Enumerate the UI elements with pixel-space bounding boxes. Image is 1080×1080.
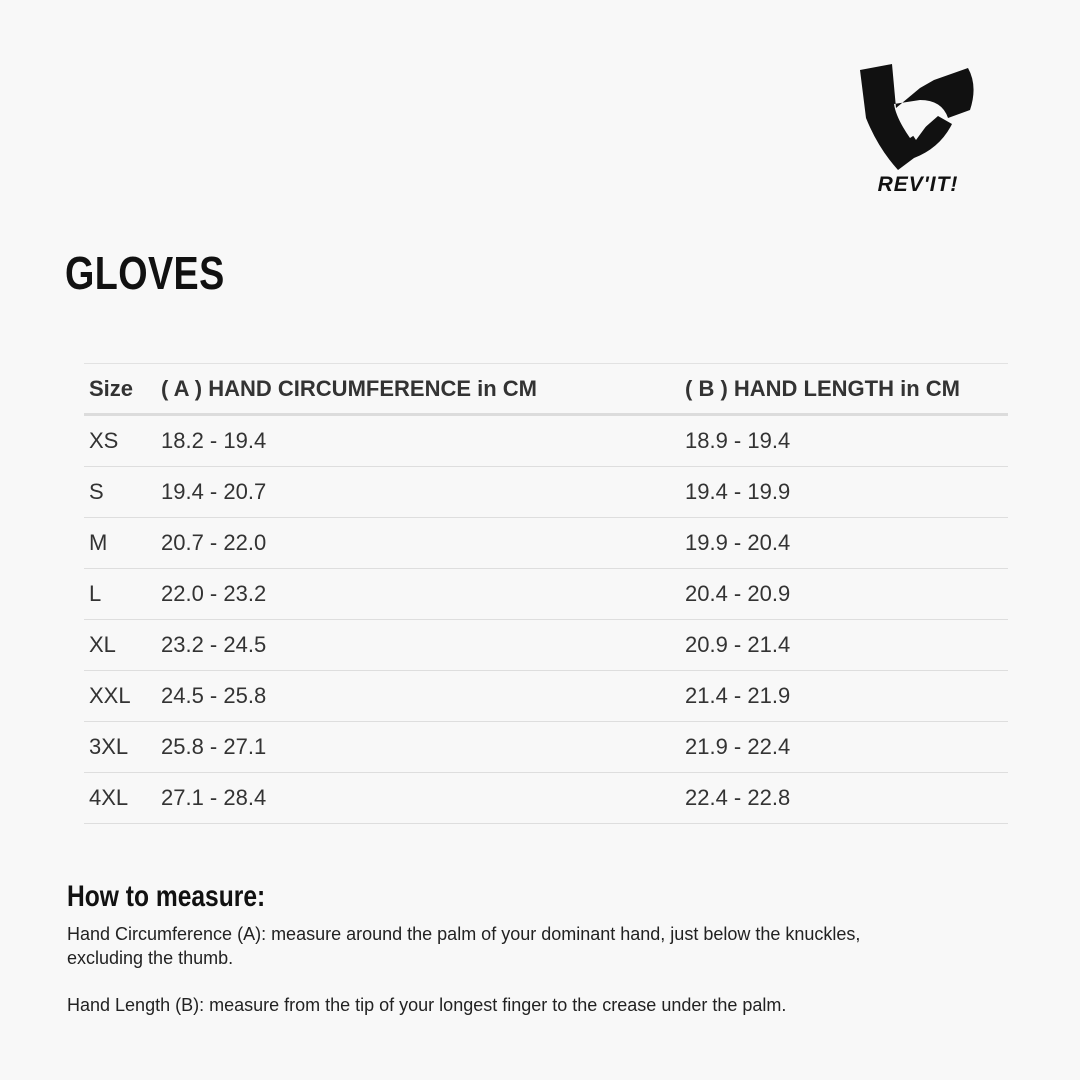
- cell-length: 19.4 - 19.9: [680, 466, 1008, 518]
- cell-circumference: 24.5 - 25.8: [156, 670, 680, 722]
- cell-size: L: [84, 568, 156, 620]
- cell-size: XS: [84, 414, 156, 467]
- header-size: Size: [84, 363, 156, 416]
- cell-circumference: 18.2 - 19.4: [156, 414, 680, 467]
- cell-length: 21.4 - 21.9: [680, 670, 1008, 722]
- circumference-line-1: Hand Circumference (A): measure around t…: [67, 924, 861, 944]
- cell-size: XL: [84, 619, 156, 671]
- cell-circumference: 22.0 - 23.2: [156, 568, 680, 620]
- cell-length: 22.4 - 22.8: [680, 772, 1008, 824]
- cell-circumference: 27.1 - 28.4: [156, 772, 680, 824]
- cell-circumference: 23.2 - 24.5: [156, 619, 680, 671]
- cell-length: 20.4 - 20.9: [680, 568, 1008, 620]
- cell-circumference: 20.7 - 22.0: [156, 517, 680, 569]
- size-table: Size ( A ) HAND CIRCUMFERENCE in CM ( B …: [84, 363, 1008, 824]
- table-row: XS 18.2 - 19.4 18.9 - 19.4: [84, 414, 1008, 467]
- logo-wordmark: REV'IT!: [878, 173, 959, 196]
- cell-size: 3XL: [84, 721, 156, 773]
- revit-logo: REV'IT!: [850, 58, 990, 198]
- table-row: S 19.4 - 20.7 19.4 - 19.9: [84, 466, 1008, 518]
- circumference-instruction: Hand Circumference (A): measure around t…: [67, 922, 927, 970]
- cell-size: XXL: [84, 670, 156, 722]
- cell-circumference: 19.4 - 20.7: [156, 466, 680, 518]
- header-circumference: ( A ) HAND CIRCUMFERENCE in CM: [156, 363, 680, 416]
- header-length: ( B ) HAND LENGTH in CM: [680, 363, 1008, 416]
- cell-size: S: [84, 466, 156, 518]
- circumference-line-2: excluding the thumb.: [67, 948, 234, 968]
- page-title: GLOVES: [65, 247, 225, 299]
- table-row: XXL 24.5 - 25.8 21.4 - 21.9: [84, 670, 1008, 722]
- cell-size: 4XL: [84, 772, 156, 824]
- table-row: 4XL 27.1 - 28.4 22.4 - 22.8: [84, 772, 1008, 824]
- table-row: 3XL 25.8 - 27.1 21.9 - 22.4: [84, 721, 1008, 773]
- cell-length: 18.9 - 19.4: [680, 414, 1008, 467]
- table-row: XL 23.2 - 24.5 20.9 - 21.4: [84, 619, 1008, 671]
- cell-length: 20.9 - 21.4: [680, 619, 1008, 671]
- cell-circumference: 25.8 - 27.1: [156, 721, 680, 773]
- cell-length: 21.9 - 22.4: [680, 721, 1008, 773]
- cell-length: 19.9 - 20.4: [680, 517, 1008, 569]
- how-to-heading: How to measure:: [67, 880, 266, 913]
- table-row: L 22.0 - 23.2 20.4 - 20.9: [84, 568, 1008, 620]
- length-instruction: Hand Length (B): measure from the tip of…: [67, 995, 787, 1015]
- table-row: M 20.7 - 22.0 19.9 - 20.4: [84, 517, 1008, 569]
- cell-size: M: [84, 517, 156, 569]
- table-header-row: Size ( A ) HAND CIRCUMFERENCE in CM ( B …: [84, 363, 1008, 416]
